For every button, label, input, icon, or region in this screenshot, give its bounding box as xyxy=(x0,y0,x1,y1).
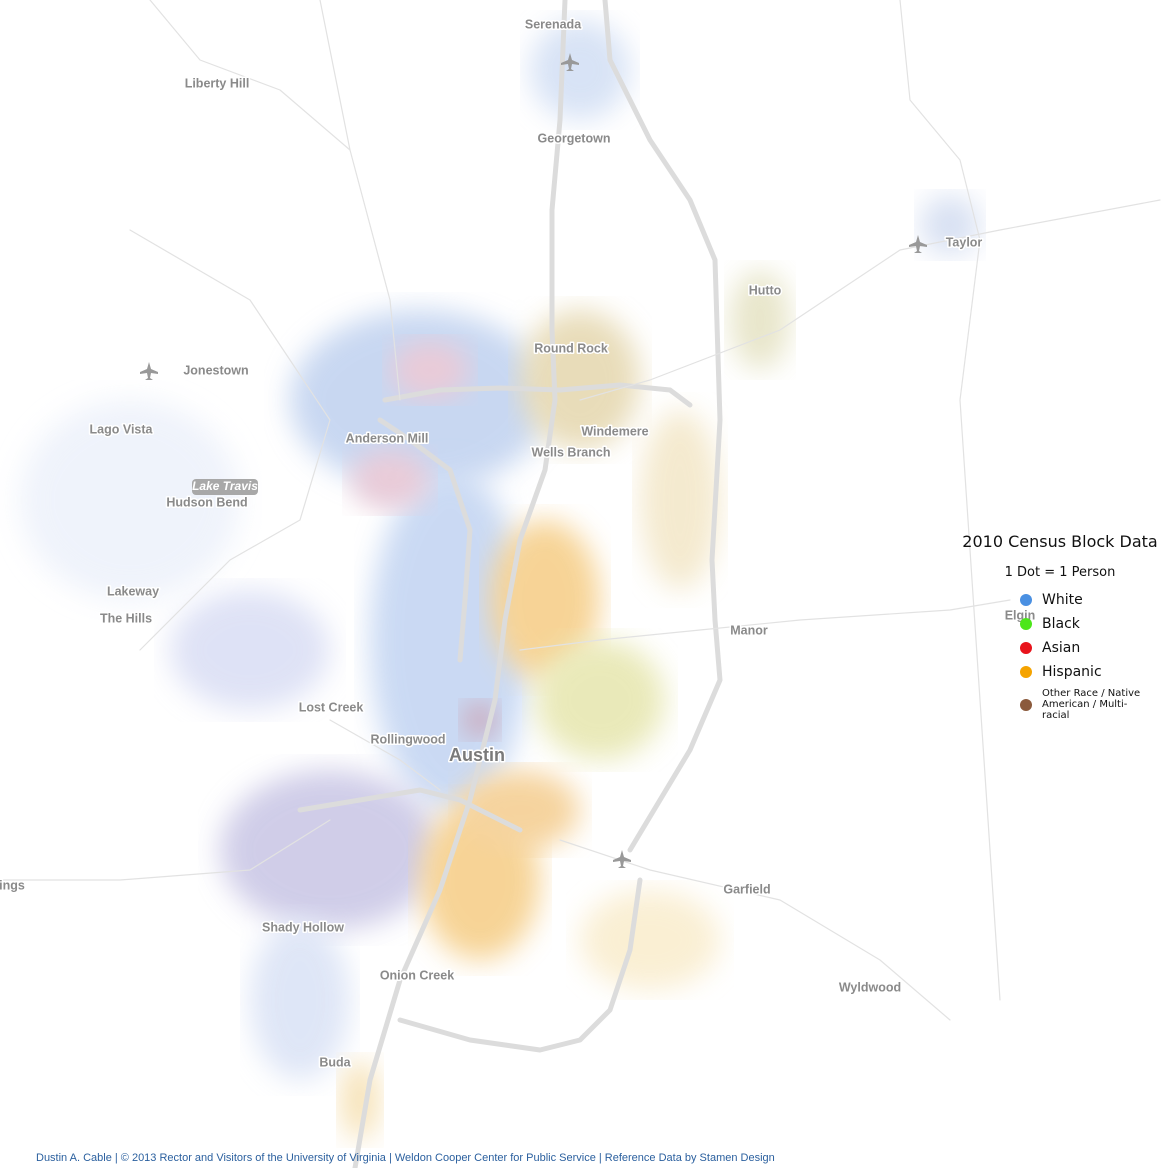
place-label: Onion Creek xyxy=(380,968,454,982)
place-label: Lakeway xyxy=(107,584,159,598)
legend-label: Black xyxy=(1042,616,1080,632)
legend-item: Other Race / Native American / Multi-rac… xyxy=(1020,688,1160,721)
place-label: Georgetown xyxy=(538,131,611,145)
place-label: ings xyxy=(0,878,25,892)
place-label: Wyldwood xyxy=(839,980,901,994)
legend-label: White xyxy=(1042,592,1083,608)
legend-item: White xyxy=(1020,592,1160,608)
legend-swatch xyxy=(1020,594,1032,606)
place-label: Wells Branch xyxy=(532,445,611,459)
legend-label: Hispanic xyxy=(1042,664,1102,680)
place-label: Anderson Mill xyxy=(346,431,429,445)
place-label: Hutto xyxy=(749,283,782,297)
population-dots xyxy=(20,20,980,1140)
place-label: Manor xyxy=(730,623,768,637)
attribution: Dustin A. Cable | © 2013 Rector and Visi… xyxy=(36,1152,775,1164)
place-label: Taylor xyxy=(946,235,983,249)
place-label: Rollingwood xyxy=(371,732,446,746)
legend-swatch xyxy=(1020,698,1032,711)
legend-item: Hispanic xyxy=(1020,664,1160,680)
legend-title: 2010 Census Block Data xyxy=(962,532,1158,551)
place-label: Hudson Bend xyxy=(166,495,247,509)
legend: 2010 Census Block Data 1 Dot = 1 Person … xyxy=(960,532,1160,729)
legend-swatch xyxy=(1020,666,1032,678)
place-label: Jonestown xyxy=(183,363,248,377)
place-label: Shady Hollow xyxy=(262,920,344,934)
water-badge xyxy=(192,479,258,495)
place-label: Lost Creek xyxy=(299,700,364,714)
legend-item: Black xyxy=(1020,616,1160,632)
legend-swatch xyxy=(1020,642,1032,654)
place-label: Garfield xyxy=(723,882,770,896)
legend-swatch xyxy=(1020,618,1032,630)
water-label: Lake Travis xyxy=(192,479,258,493)
place-labels: Serenada Liberty Hill Georgetown Taylor … xyxy=(0,16,1037,1071)
airports xyxy=(140,53,927,868)
place-label: Windemere xyxy=(581,424,648,438)
place-label: Liberty Hill xyxy=(185,76,250,90)
legend-items: White Black Asian Hispanic Other Race / Nati… xyxy=(960,592,1160,721)
place-label: Buda xyxy=(319,1055,351,1069)
legend-subtitle: 1 Dot = 1 Person xyxy=(1004,565,1116,580)
legend-item: Asian xyxy=(1020,640,1160,656)
place-label: Round Rock xyxy=(534,341,608,355)
place-label: Serenada xyxy=(525,17,582,31)
legend-label: Asian xyxy=(1042,640,1081,656)
place-label: Austin xyxy=(449,745,505,765)
place-label: Lago Vista xyxy=(90,422,154,436)
place-label: The Hills xyxy=(100,611,152,625)
legend-label: Other Race / Native American / Multi-rac… xyxy=(1042,688,1141,721)
